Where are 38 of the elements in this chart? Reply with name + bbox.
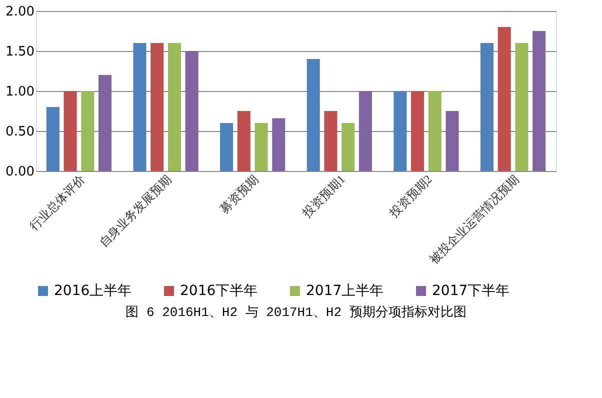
bar bbox=[411, 91, 424, 171]
bar bbox=[480, 43, 494, 171]
bar bbox=[46, 107, 60, 171]
legend-label: 2017下半年 bbox=[432, 283, 510, 299]
bar bbox=[306, 59, 320, 171]
x-tick-label: 自身业务发展预期 bbox=[96, 172, 174, 250]
caption: 图 6 2016H1、H2 与 2017H1、H2 预期分项指标对比图 bbox=[126, 305, 466, 320]
bar bbox=[532, 31, 546, 171]
y-tick-label: 0.50 bbox=[6, 124, 34, 140]
bar bbox=[324, 111, 338, 171]
bar bbox=[64, 91, 77, 171]
bar bbox=[168, 43, 181, 171]
bar bbox=[272, 118, 286, 171]
y-tick-label: 2.00 bbox=[6, 4, 34, 20]
y-tick-label: 0.00 bbox=[6, 164, 34, 180]
bar bbox=[342, 123, 355, 171]
bar bbox=[98, 75, 112, 171]
legend-label: 2017上半年 bbox=[306, 283, 384, 299]
y-tick-label: 1.50 bbox=[6, 44, 34, 60]
x-tick-label: 投资预期1 bbox=[299, 172, 348, 221]
bar bbox=[150, 43, 164, 171]
bar bbox=[81, 91, 94, 171]
bar bbox=[515, 43, 528, 171]
bar bbox=[394, 91, 407, 171]
bar bbox=[133, 43, 146, 171]
legend-label: 2016上半年 bbox=[54, 283, 132, 299]
x-tick-label: 投资预期2 bbox=[386, 172, 435, 221]
bar bbox=[237, 111, 250, 171]
bar bbox=[185, 51, 198, 171]
bar bbox=[220, 123, 234, 171]
legend-label: 2016下半年 bbox=[180, 283, 258, 299]
bar bbox=[498, 27, 511, 171]
bar bbox=[446, 111, 459, 171]
y-tick-label: 1.00 bbox=[6, 84, 34, 100]
bar bbox=[254, 123, 268, 171]
bar bbox=[358, 91, 372, 171]
bar bbox=[428, 91, 442, 171]
x-tick-label: 募资预期 bbox=[217, 172, 262, 216]
